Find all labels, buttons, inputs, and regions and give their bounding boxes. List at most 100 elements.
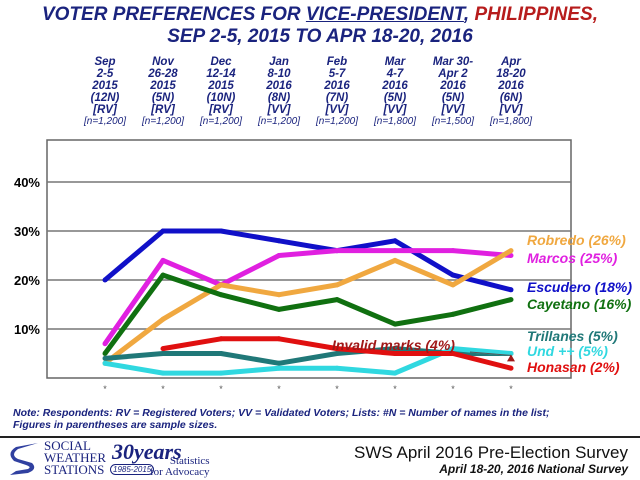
note-line-2: Figures in parentheses are sample sizes. [13, 419, 218, 431]
header-l3: 2016 [440, 80, 466, 92]
series-label: Cayetano (16%) [527, 296, 632, 312]
plot-frame [46, 139, 572, 379]
x-tick-mark: * [451, 384, 455, 394]
series-line-marcos [102, 248, 512, 346]
data-point [160, 351, 166, 356]
series-label: Marcos (25%) [527, 250, 618, 266]
header-l2: 12-14 [206, 68, 236, 80]
data-point [160, 316, 166, 322]
x-tick-mark: * [393, 384, 397, 394]
series-line-cayetano [102, 272, 512, 355]
survey-round-2: Dec 12-14 2015 (10N) [RV] [n=1,200] [186, 56, 256, 128]
header-n: [n=1,800] [490, 116, 532, 127]
data-point [334, 248, 340, 254]
header-l5: [RV] [209, 104, 233, 116]
data-point [160, 346, 166, 352]
header-l2: 5-7 [328, 68, 346, 80]
logo-word-2: WEATHER [44, 450, 107, 465]
header-l3: 2015 [92, 80, 118, 92]
header-l3: 2015 [150, 80, 176, 92]
title-comma: , [463, 4, 475, 25]
survey-title: SWS April 2016 Pre-Election Survey [353, 443, 628, 462]
header-l3: 2016 [382, 80, 408, 92]
survey-round-4: Feb 5-7 2016 (7N) [VV] [n=1,200] [302, 56, 372, 128]
header-l1: Dec [210, 56, 232, 68]
header-l3: 2016 [498, 80, 524, 92]
header-n: [n=1,200] [142, 116, 184, 127]
anniversary-logo: 30years [112, 439, 182, 464]
header-l4: (5N) [151, 92, 175, 104]
data-point [218, 336, 224, 342]
series-label: Escudero (18%) [527, 279, 632, 295]
logo-word-1: SOCIAL [44, 438, 91, 453]
data-point [160, 370, 166, 376]
header-l2: 18-20 [496, 68, 526, 80]
header-n: [n=1,200] [200, 116, 242, 127]
invalid-marks-label: Invalid marks (4%) [332, 337, 455, 353]
annotation-leader [469, 351, 512, 356]
data-point [102, 355, 108, 361]
y-tick-label: 10% [14, 322, 40, 337]
data-point [102, 341, 108, 347]
tagline-1: Statistics [169, 455, 210, 467]
header-l1: Apr [501, 56, 521, 68]
data-point [276, 238, 282, 244]
header-l1: Feb [326, 56, 348, 68]
data-point [276, 336, 282, 342]
survey-round-7: Apr 18-20 2016 (6N) [VV] [n=1,800] [476, 56, 546, 128]
title-office: VICE-PRESIDENT [305, 4, 464, 25]
series-line-escudero [103, 228, 512, 293]
data-point [392, 370, 398, 376]
header-l3: 2016 [266, 80, 292, 92]
data-point [276, 365, 282, 371]
data-point [450, 272, 456, 278]
data-point [276, 253, 282, 258]
header-l1: Nov [152, 56, 174, 68]
x-tick-mark: * [509, 384, 513, 394]
data-point [450, 311, 456, 317]
x-tick-mark: * [103, 384, 107, 394]
chart-title-line1: VOTER PREFERENCES FOR VICE-PRESIDENT, PH… [0, 4, 640, 26]
header-l2: 4-7 [386, 68, 404, 80]
title-end: , [592, 4, 599, 25]
tagline-2: for Advocacy [150, 466, 210, 478]
data-point [508, 351, 514, 356]
chart-title-line2: SEP 2-5, 2015 TO APR 18-20, 2016 [167, 26, 473, 47]
anniversary-tagline: Statistics for Advocacy [150, 456, 210, 478]
header-l2: 2-5 [96, 68, 114, 80]
data-point [276, 306, 282, 312]
header-l4: (12N) [90, 92, 120, 104]
header-l2: 8-10 [267, 68, 291, 80]
data-point [218, 292, 224, 298]
header-l5: [VV] [441, 104, 465, 116]
sws-logo-text: SOCIAL WEATHER STATIONS [44, 438, 107, 477]
data-point [508, 365, 514, 371]
header-l4: (7N) [325, 92, 349, 104]
series-label: Robredo (26%) [527, 232, 626, 248]
header-l4: (6N) [499, 92, 523, 104]
x-tick-mark: * [277, 384, 281, 394]
data-point [218, 282, 224, 288]
header-n: [n=1,200] [258, 116, 300, 127]
data-point [334, 282, 340, 288]
header-l5: [VV] [267, 104, 291, 116]
data-point [160, 272, 166, 278]
survey-round-5: Mar 4-7 2016 (5N) [VV] [n=1,800] [360, 56, 430, 128]
survey-round-1: Nov 26-28 2015 (5N) [RV] [n=1,200] [128, 56, 198, 128]
header-l5: [VV] [499, 104, 523, 116]
footnote: Note: Respondents: RV = Registered Voter… [13, 407, 633, 431]
footer-divider [0, 436, 640, 438]
header-l5: [RV] [151, 104, 175, 116]
survey-subtitle: April 18-20, 2016 National Survey [439, 462, 628, 476]
logo-word-3: STATIONS [44, 462, 105, 477]
data-point [508, 297, 514, 303]
data-point [102, 360, 108, 366]
y-tick-label: 20% [14, 273, 40, 288]
y-tick-label: 30% [14, 224, 40, 239]
data-point [450, 346, 456, 352]
data-point [392, 321, 398, 327]
title-text: VOTER PREFERENCES FOR [41, 4, 306, 25]
data-point [392, 346, 398, 352]
header-l4: (5N) [441, 92, 465, 104]
